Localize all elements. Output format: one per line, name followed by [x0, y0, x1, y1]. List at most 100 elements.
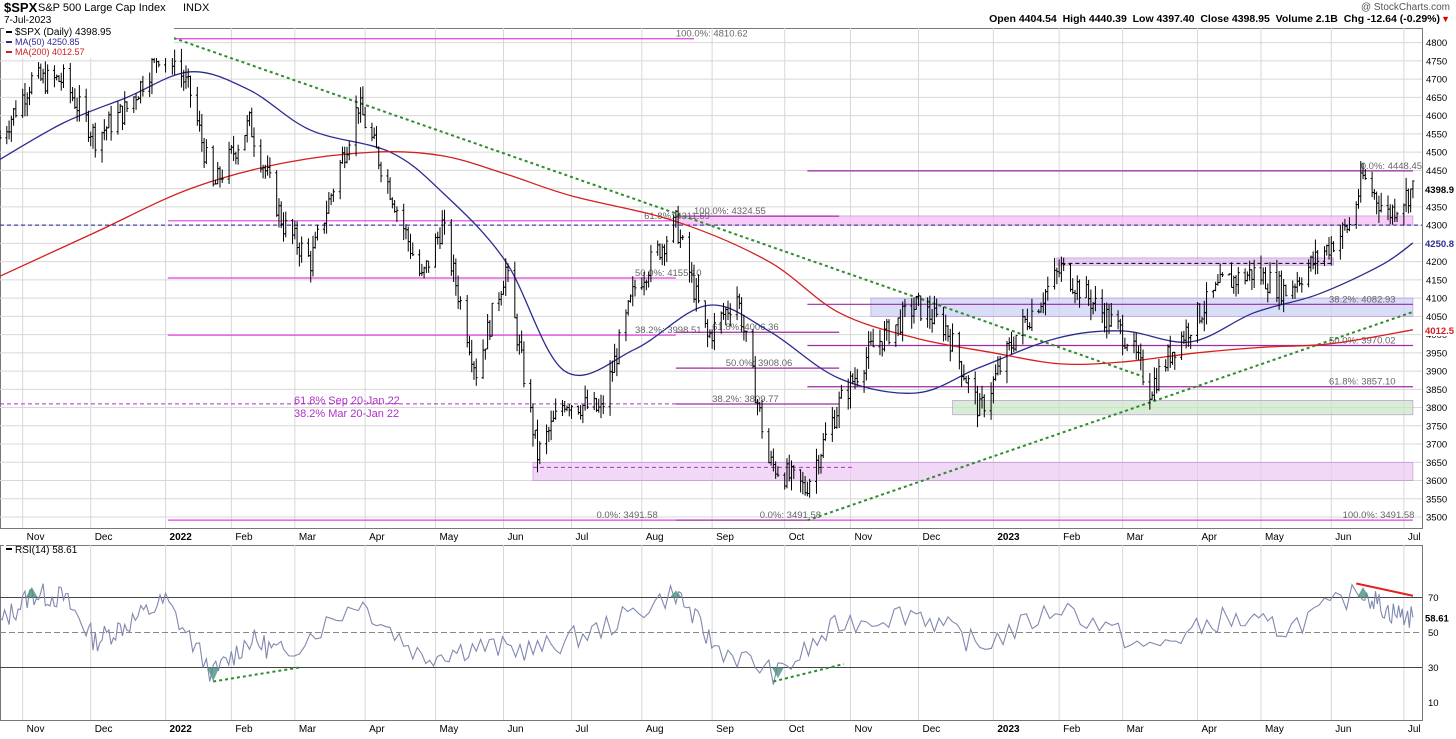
price-bar — [935, 298, 939, 318]
price-bar — [218, 166, 222, 188]
price-bar — [481, 339, 485, 379]
price-bar — [760, 399, 764, 439]
price-bar — [102, 119, 106, 141]
rsi-x-tick-label: Apr — [1201, 724, 1217, 734]
rsi-x-tick-label: Oct — [789, 724, 805, 734]
price-bar — [458, 296, 462, 310]
price-bar — [994, 364, 998, 381]
price-bar — [1062, 257, 1066, 272]
price-bar — [681, 235, 685, 241]
rsi-x-tick-label: Nov — [27, 724, 45, 734]
price-bar — [52, 65, 56, 88]
price-bar — [418, 249, 422, 277]
rsi-x-tick-label: Aug — [646, 724, 664, 734]
price-bar — [1252, 259, 1256, 289]
rsi-x-tick-label: Sep — [716, 724, 734, 734]
price-bar — [1345, 224, 1349, 234]
price-bar — [846, 378, 850, 410]
price-bar — [599, 394, 603, 419]
exchange-label: INDX — [183, 2, 210, 14]
watermark: @ StockCharts.com — [1361, 2, 1450, 13]
fib-level-label: 100.0%: 4324.55 — [694, 206, 766, 217]
price-bar — [293, 220, 297, 240]
fib-level-label: 38.2%: 4082.93 — [1329, 294, 1396, 305]
price-bar — [506, 263, 510, 282]
price-bar — [1139, 343, 1143, 371]
y-tick-label: 3600 — [1426, 476, 1447, 487]
y-tick-label: 4700 — [1426, 75, 1447, 86]
rsi-x-tick-label: May — [1265, 724, 1284, 734]
price-bar — [957, 331, 961, 370]
price-bar — [0, 130, 2, 140]
price-bar — [678, 229, 682, 248]
price-bar — [157, 60, 161, 68]
highlight-zone — [952, 400, 1414, 416]
price-bar — [960, 360, 964, 387]
last-price-tag-bg — [1423, 182, 1456, 195]
rsi-x-tick-label: Jun — [1335, 724, 1351, 734]
x-tick-label: Sep — [716, 532, 734, 543]
price-bar — [631, 276, 635, 307]
price-bar — [1327, 237, 1331, 260]
price-bar — [1229, 262, 1233, 288]
y-tick-label: 3550 — [1426, 494, 1447, 505]
rsi-x-tick-label: Nov — [854, 724, 872, 734]
y-tick-label: 4650 — [1426, 93, 1447, 104]
price-bar — [1409, 188, 1413, 213]
price-bar — [490, 302, 494, 337]
price-bar — [867, 331, 871, 369]
price-bar — [134, 93, 138, 110]
y-tick-label: 3750 — [1426, 421, 1447, 432]
price-bar — [454, 258, 458, 296]
price-bar — [295, 221, 299, 255]
y-tick-label: 4100 — [1426, 294, 1447, 305]
price-bar — [824, 422, 828, 441]
x-tick-label: Mar — [1127, 532, 1145, 543]
price-bar — [1363, 169, 1367, 180]
price-bar — [14, 100, 18, 118]
fib-note-2: 38.2% Mar 20-Jan 22 — [294, 408, 399, 420]
price-bar — [486, 313, 490, 350]
price-bar — [408, 233, 412, 259]
price-bar — [1291, 280, 1295, 300]
rsi-x-tick-label: 2022 — [170, 724, 193, 734]
y-tick-label: 3500 — [1426, 513, 1447, 524]
price-bar — [105, 126, 109, 141]
x-tick-label: Jul — [576, 532, 589, 543]
ma50-tag-bg — [1423, 237, 1456, 250]
rsi-line — [0, 583, 1414, 685]
price-bar — [220, 169, 224, 184]
x-tick-label: May — [1265, 532, 1284, 543]
ohlc-readout: Open 4404.54 High 4440.39 Low 4397.40 Cl… — [989, 13, 1440, 25]
price-bar — [998, 355, 1002, 375]
price-bar — [354, 95, 358, 157]
rsi-oversold-shade — [771, 667, 784, 678]
price-bar — [497, 292, 501, 312]
price-bar — [1356, 188, 1360, 209]
price-bar — [107, 111, 111, 129]
price-bar — [268, 157, 272, 179]
price-bar — [728, 303, 732, 327]
price-bar — [297, 242, 301, 267]
price-bar — [100, 131, 104, 163]
price-bar — [1232, 275, 1236, 294]
price-bar — [821, 432, 825, 459]
fib-level-label: 50.0%: 3970.02 — [1329, 336, 1396, 347]
fib-level-label: 38.2%: 3809.77 — [712, 394, 779, 405]
y-tick-label: 4050 — [1426, 312, 1447, 323]
price-bar — [1236, 267, 1240, 294]
price-bar — [973, 371, 977, 405]
price-bar — [878, 329, 882, 356]
price-bar — [1093, 285, 1097, 312]
price-bar — [316, 224, 320, 241]
price-bar — [894, 324, 898, 347]
price-bar — [944, 314, 948, 341]
price-bar — [420, 263, 424, 276]
price-bar — [406, 226, 410, 252]
x-tick-label: Jul — [1408, 532, 1421, 543]
rsi-y-tick-label: 30 — [1428, 663, 1439, 674]
price-bar — [411, 242, 415, 257]
rsi-y-tick-label: 70 — [1428, 593, 1439, 604]
rsi-y-tick-label: 50 — [1428, 628, 1439, 639]
